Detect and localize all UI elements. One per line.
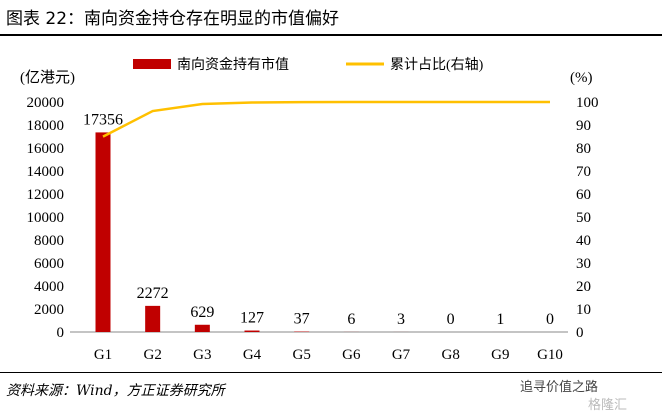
left-tick-label: 2000 [34,302,64,318]
right-tick-label: 70 [576,164,591,180]
right-tick-label: 80 [576,141,591,157]
title-rule [0,34,662,36]
x-tick-label: G6 [342,347,361,363]
left-tick-label: 14000 [27,164,65,180]
x-tick-label: G10 [537,347,563,363]
right-axis-label: (%) [570,70,593,86]
left-tick-label: 8000 [34,233,64,249]
right-tick-label: 30 [576,256,591,272]
right-tick-label: 90 [576,118,591,134]
legend-bar-swatch [133,59,171,69]
watermark-brand: 格隆汇 [588,398,628,413]
right-tick-label: 40 [576,233,591,249]
bar-data-label: 0 [546,311,554,328]
left-tick-label: 20000 [27,95,65,111]
left-tick-label: 16000 [27,141,65,157]
bar-data-label: 6 [347,311,355,328]
bottom-rule [0,372,662,373]
x-tick-label: G1 [94,347,112,363]
x-tick-label: G3 [193,347,211,363]
watermark-text: 追寻价值之路 [520,380,599,395]
left-tick-label: 18000 [27,118,65,134]
left-axis-label: (亿港元) [20,69,75,86]
bar-data-label: 3 [397,311,405,328]
right-tick-label: 10 [576,302,591,318]
right-tick-label: 60 [576,187,591,203]
left-tick-label: 4000 [34,279,64,295]
bar [95,132,111,332]
bar-data-label: 0 [447,311,455,328]
left-tick-label: 12000 [27,187,65,203]
legend-line-label: 累计占比(右轴) [390,57,484,73]
x-tick-label: G4 [243,347,262,363]
bar [194,324,210,332]
left-tick-label: 6000 [34,256,64,272]
bar-data-label: 629 [190,304,214,321]
source-note: 资料来源：Wind，方正证券研究所 [6,383,225,399]
x-tick-label: G5 [292,347,310,363]
x-tick-label: G2 [143,347,161,363]
bar [244,330,260,332]
right-tick-label: 50 [576,210,591,226]
figure-title: 图表 22：南向资金持仓存在明显的市值偏好 [6,9,340,29]
legend-bar-label: 南向资金持有市值 [177,56,289,73]
right-tick-label: 20 [576,279,591,295]
bar-data-label: 1 [496,311,504,328]
x-tick-label: G8 [441,347,459,363]
bar-data-label: 37 [294,311,310,328]
right-tick-label: 0 [576,325,584,341]
right-tick-label: 100 [576,95,599,111]
bar [145,305,161,332]
x-tick-label: G7 [392,347,411,363]
left-tick-label: 10000 [27,210,65,226]
bar-data-label: 2272 [137,285,169,302]
bar-data-label: 17356 [83,111,123,128]
left-tick-label: 0 [57,325,65,341]
cumulative-share-line [102,100,550,138]
x-tick-label: G9 [491,347,509,363]
chart-svg: 0200040006000800010000120001400016000180… [20,56,599,363]
bar-data-label: 127 [240,310,264,327]
